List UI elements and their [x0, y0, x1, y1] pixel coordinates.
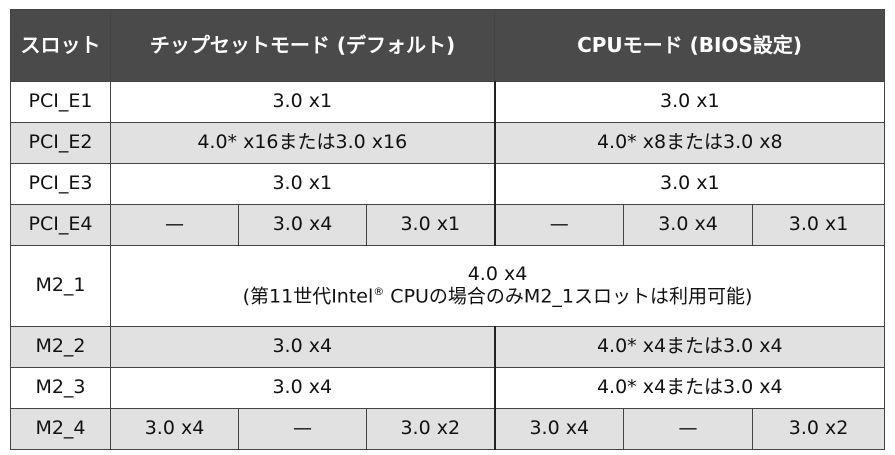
- m2-1-value: 4.0 x4 (第11世代Intel® CPUの場合のみM2_1スロットは利用可…: [109, 245, 886, 327]
- m2-1-note-post: CPUの場合のみM2_1スロットは利用可能): [384, 285, 753, 308]
- slot-label: PCI_E3: [10, 163, 111, 205]
- header-cpu-mode: CPUモード (BIOS設定): [494, 9, 886, 82]
- chipset-value: 3.0 x4: [109, 367, 496, 409]
- header-chipset-mode: チップセットモード (デフォルト): [109, 9, 496, 82]
- cpu-value: 4.0* x8または3.0 x8: [493, 122, 886, 164]
- slot-label: M2_4: [10, 408, 111, 450]
- row-pci-e1: PCI_E1 3.0 x1 3.0 x1: [10, 81, 886, 123]
- chipset-value: —: [110, 204, 239, 246]
- cpu-value: 3.0 x4: [623, 204, 754, 246]
- cpu-value: 4.0* x4または3.0 x4: [493, 367, 886, 409]
- slot-label: PCI_E4: [10, 204, 111, 246]
- chipset-value: 3.0 x4: [238, 204, 367, 246]
- m2-1-speed: 4.0 x4: [467, 262, 528, 285]
- header-slot: スロット: [10, 9, 111, 82]
- registered-mark: ®: [373, 284, 385, 298]
- chipset-value: 3.0 x4: [109, 326, 496, 368]
- cpu-value: 3.0 x1: [752, 204, 886, 246]
- m2-1-note: (第11世代Intel® CPUの場合のみM2_1スロットは利用可能): [111, 284, 884, 308]
- cpu-value: 4.0* x4または3.0 x4: [493, 326, 886, 368]
- cpu-value: 3.0 x1: [493, 81, 886, 123]
- chipset-value: —: [238, 408, 367, 450]
- row-pci-e4: PCI_E4 — 3.0 x4 3.0 x1 — 3.0 x4 3.0 x1: [10, 204, 886, 246]
- slot-config-table: スロット チップセットモード (デフォルト) CPUモード (BIOS設定) P…: [10, 9, 886, 450]
- slot-label: M2_1: [10, 245, 111, 327]
- slot-label: PCI_E2: [10, 122, 111, 164]
- slot-label: PCI_E1: [10, 81, 111, 123]
- row-pci-e2: PCI_E2 4.0* x16または3.0 x16 4.0* x8または3.0 …: [10, 122, 886, 164]
- row-m2-1: M2_1 4.0 x4 (第11世代Intel® CPUの場合のみM2_1スロッ…: [10, 245, 886, 327]
- cpu-value: 3.0 x4: [493, 408, 625, 450]
- slot-label: M2_2: [10, 326, 111, 368]
- cpu-value: 3.0 x2: [752, 408, 886, 450]
- cpu-value: —: [493, 204, 625, 246]
- chipset-value: 3.0 x1: [109, 81, 496, 123]
- row-m2-4: M2_4 3.0 x4 — 3.0 x2 3.0 x4 — 3.0 x2: [10, 408, 886, 450]
- slot-label: M2_3: [10, 367, 111, 409]
- row-m2-2: M2_2 3.0 x4 4.0* x4または3.0 x4: [10, 326, 886, 368]
- row-m2-3: M2_3 3.0 x4 4.0* x4または3.0 x4: [10, 367, 886, 409]
- chipset-value: 3.0 x2: [365, 408, 496, 450]
- row-pci-e3: PCI_E3 3.0 x1 3.0 x1: [10, 163, 886, 205]
- cpu-value: 3.0 x1: [493, 163, 886, 205]
- m2-1-note-pre: (第11世代Intel: [242, 285, 374, 308]
- header-row: スロット チップセットモード (デフォルト) CPUモード (BIOS設定): [10, 9, 886, 82]
- chipset-value: 3.0 x4: [110, 408, 239, 450]
- chipset-value: 4.0* x16または3.0 x16: [109, 122, 496, 164]
- chipset-value: 3.0 x1: [365, 204, 496, 246]
- cpu-value: —: [623, 408, 754, 450]
- chipset-value: 3.0 x1: [109, 163, 496, 205]
